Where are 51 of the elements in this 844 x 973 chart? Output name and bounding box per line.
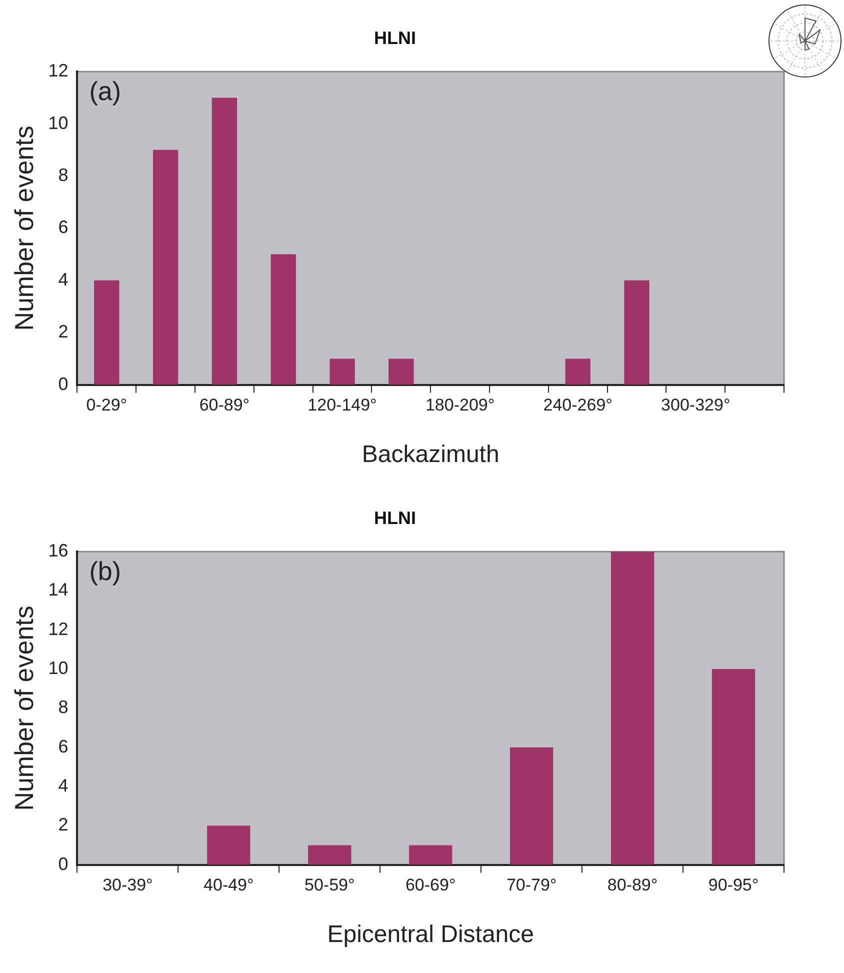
bar (712, 669, 756, 865)
x-tick-label: 70-79° (506, 876, 557, 895)
x-tick-label: 120-149° (308, 396, 377, 415)
bar (270, 254, 296, 385)
bar (610, 552, 654, 865)
bar (409, 845, 452, 865)
x-tick-label: 60-89° (199, 396, 250, 415)
bar (624, 280, 650, 385)
bar (388, 358, 414, 385)
bar (212, 98, 238, 385)
annotation: (b) (89, 556, 122, 586)
y-axis-title: Number of events (8, 126, 39, 331)
bar (308, 845, 352, 865)
y-tick-label: 0 (58, 854, 68, 874)
y-tick-label: 2 (58, 322, 68, 342)
x-axis-title: Backazimuth (362, 441, 500, 468)
bar (94, 280, 120, 385)
bar (152, 150, 178, 385)
x-tick-label: 0-29° (86, 396, 128, 415)
annotation: (a) (89, 76, 122, 106)
y-axis-title: Number of events (8, 606, 39, 811)
x-tick-label: 60-69° (405, 876, 456, 895)
x-tick-label: 50-59° (304, 876, 355, 895)
chart-title: HLNI (374, 508, 416, 528)
y-tick-label: 6 (58, 217, 68, 238)
y-tick-label: 8 (58, 164, 68, 185)
y-tick-label: 10 (48, 112, 68, 133)
y-tick-label: 4 (58, 269, 68, 290)
bar (510, 747, 554, 865)
x-tick-label: 180-209° (425, 396, 495, 415)
bar (207, 826, 250, 865)
y-tick-label: 0 (58, 374, 68, 394)
y-tick-label: 2 (58, 814, 68, 835)
y-tick-label: 10 (48, 658, 68, 678)
x-tick-label: 240-269° (543, 396, 612, 415)
y-tick-label: 14 (48, 580, 68, 600)
y-tick-label: 4 (58, 775, 68, 796)
x-axis-title: Epicentral Distance (327, 921, 534, 948)
x-tick-label: 30-39° (102, 876, 153, 895)
x-tick-label: 300-329° (661, 396, 730, 415)
bar (330, 358, 355, 385)
bar (565, 358, 590, 385)
chart-title: HLNI (374, 28, 416, 48)
y-tick-label: 12 (48, 60, 68, 81)
y-tick-label: 8 (58, 697, 68, 718)
x-tick-label: 90-95° (708, 876, 759, 895)
y-tick-label: 16 (48, 540, 68, 561)
x-tick-label: 40-49° (204, 876, 254, 895)
x-tick-label: 80-89° (607, 876, 658, 895)
y-tick-label: 12 (48, 618, 68, 639)
y-tick-label: 6 (58, 736, 68, 756)
